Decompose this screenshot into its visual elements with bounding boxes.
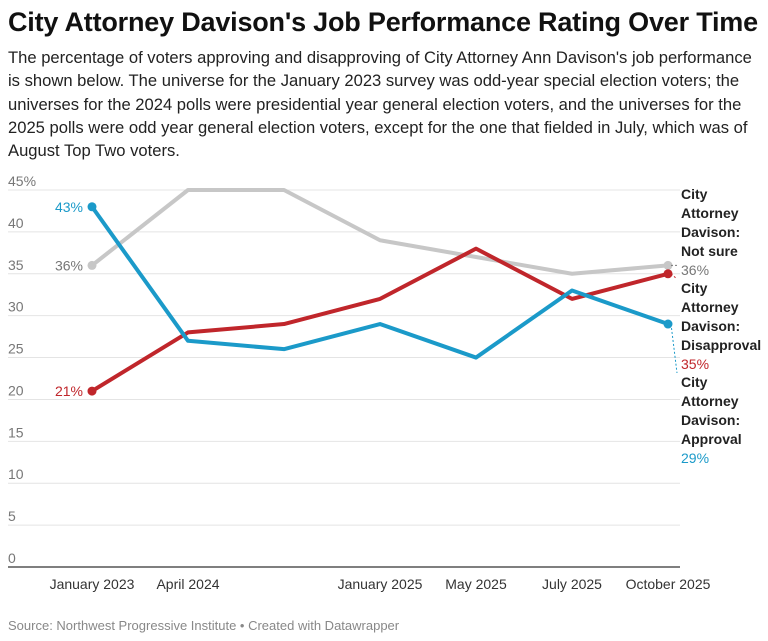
x-tick-label: May 2025 [445, 576, 507, 592]
series-name-line: Davison: [681, 224, 740, 240]
series-start-point [87, 260, 97, 270]
y-tick-label: 5 [8, 508, 16, 524]
series-name-line: Disapproval [681, 337, 761, 353]
series-name-line: Attorney [681, 299, 739, 315]
y-tick-label: 0 [8, 550, 16, 566]
series-end-label: 29% [681, 450, 709, 466]
series-name-line: Not sure [681, 243, 738, 259]
series-start-label: 36% [55, 257, 83, 273]
y-tick-label: 25 [8, 341, 24, 357]
series-name-line: City [681, 186, 708, 202]
series-end-label: 35% [681, 356, 709, 372]
chart-title: City Attorney Davison's Job Performance … [8, 7, 758, 37]
series-labels: 36% 21% 43% City Attorney Davison: Not sure 36%… [55, 186, 761, 466]
series-start-point [87, 386, 97, 396]
label-connector [670, 273, 678, 280]
series-name-line: City [681, 280, 708, 296]
y-tick-label: 15 [8, 424, 24, 440]
x-tick-label: January 2023 [50, 576, 135, 592]
series-line [90, 204, 670, 360]
series-name-line: City [681, 374, 708, 390]
y-tick-label: 10 [8, 466, 24, 482]
y-tick-label: 20 [8, 382, 24, 398]
y-tick-label: 35 [8, 257, 24, 273]
series-line [90, 188, 670, 276]
chart-source: Source: Northwest Progressive Institute … [8, 618, 400, 633]
series-lines [87, 188, 673, 396]
chart-description: The percentage of voters approving and d… [8, 48, 752, 161]
y-tick-label: 45% [8, 173, 36, 189]
series-name-block: City Attorney Davison: Approval 29% [670, 323, 742, 466]
series-name-line: Davison: [681, 318, 740, 334]
series-start-point [87, 202, 97, 212]
y-tick-label: 30 [8, 299, 24, 315]
series-end-point [663, 269, 673, 279]
x-tick-label: January 2025 [338, 576, 423, 592]
series-name-line: Attorney [681, 393, 739, 409]
series-start-label: 43% [55, 199, 83, 215]
series-end-point [663, 260, 673, 270]
series-end-label: 36% [681, 262, 709, 278]
series-line [90, 246, 670, 394]
label-connector [670, 323, 678, 374]
series-start-label: 21% [55, 383, 83, 399]
series-name-line: Davison: [681, 412, 740, 428]
x-tick-label: October 2025 [626, 576, 711, 592]
series-name-line: Approval [681, 431, 742, 447]
x-tick-label: April 2024 [156, 576, 219, 592]
x-axis-ticks: January 2023 April 2024 January 2025 May 20… [50, 576, 711, 592]
x-tick-label: July 2025 [542, 576, 602, 592]
series-name-block: City Attorney Davison: Disapproval 35% [670, 273, 761, 372]
series-name-line: Attorney [681, 205, 739, 221]
series-end-point [663, 319, 673, 329]
grid-lines: 0 5 10 15 20 25 30 35 40 45% [8, 173, 680, 568]
y-tick-label: 40 [8, 215, 24, 231]
series-name-block: City Attorney Davison: Not sure 36% [671, 186, 740, 278]
